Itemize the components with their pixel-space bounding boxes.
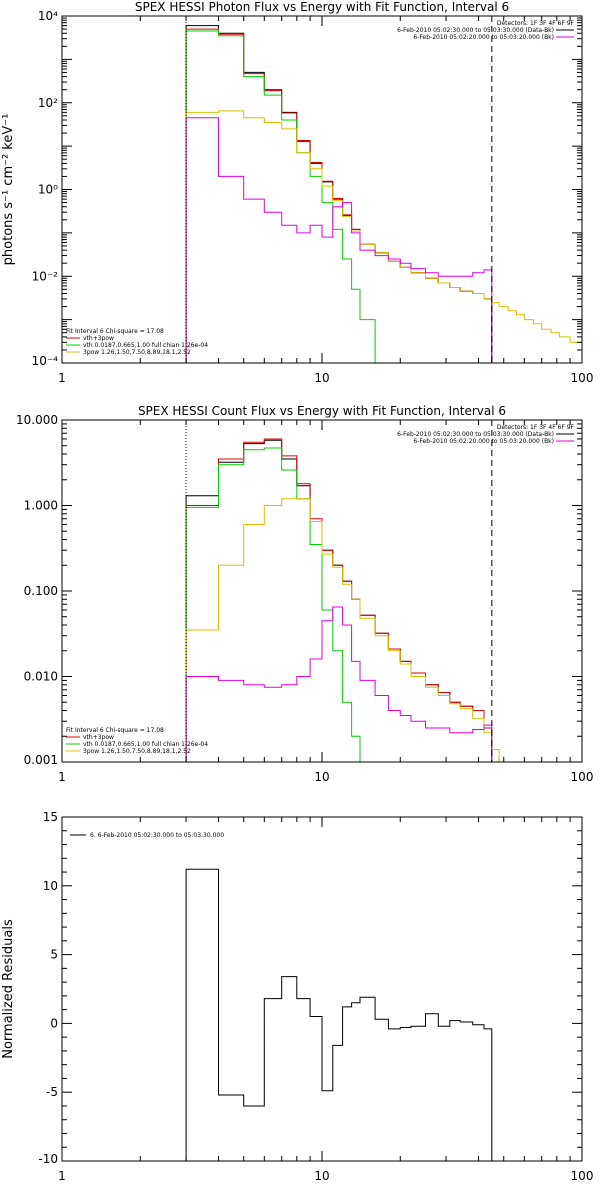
panel1-xtick-label: 100 [571,371,594,385]
panel1-series-3 [185,110,582,363]
panel3-ylabel: Normalized Residuals [1,919,16,1059]
panel1-ytick-label: 10⁰ [38,183,58,197]
panel3-ytick-label: 10 [43,879,58,893]
panel2-legend-top-1: 6-Feb-2010 05:02:30.000 to 05:03:30.000 … [397,431,554,438]
panel1-legend-bottom-3: 3pow 1.26,1.50,7.50,8.89,18.1,2.52 [83,349,191,356]
panel2-series-0 [185,439,493,762]
panel1-ytick-label: 10² [38,96,58,110]
panel2-ytick-label: 0.010 [24,670,58,684]
panel2-legend-bottom-2: vth 0.0187,0.665,1.00 full chian 1.26e-0… [83,741,208,748]
panel2-series-3 [185,498,509,762]
panel3-ytick-label: 5 [50,948,58,962]
panel1-series-group [185,25,582,363]
panel3-legend-top-0: 6. 6-Feb-2010 05:02:30.000 to 05:03:30.0… [90,832,224,839]
panel2-series-4 [185,606,493,762]
panel2-xtick-label: 1 [58,770,66,784]
panel1-legend-top-2: 6-Feb-2010 05:02:20.000 to 05:03:20.000 … [413,34,554,41]
panel2-ytick-label: 1.000 [24,499,58,513]
panel1-series-2 [185,30,376,363]
panel2-legend-bottom-3: 3pow 1.26,1.50,7.50,8.89,18.1,2.52 [83,748,191,755]
panel3-series-0 [185,868,493,1161]
panel1-title: SPEX HESSI Photon Flux vs Energy with Fi… [135,0,509,14]
panel1-ytick-label: 10⁴ [38,9,58,23]
panel3-frame [61,816,583,1162]
panel1-ytick-label: 10⁻² [32,269,59,283]
panel2-ytick-label: 10.000 [16,413,58,427]
panel3-xtick-label: 10 [314,1169,329,1183]
panel1-ylabel: photons s⁻¹ cm⁻² keV⁻¹ [1,114,16,266]
panel2-legend-top-2: 6-Feb-2010 05:02:20.000 to 05:03:20.000 … [413,438,554,445]
panel3-ytick-label: -10 [38,1152,58,1166]
panel1-series-4 [185,117,493,363]
panel3-xtick-label: 1 [58,1169,66,1183]
panel1-xtick-label: 1 [58,371,66,385]
panel3-ytick-label: 0 [50,1016,58,1030]
panel1-legend-top-0: Detectors: 1F 3F 4F 6F 9F [497,20,575,27]
panel2-legend-top-0: Detectors: 1F 3F 4F 6F 9F [497,424,575,431]
panel1-xtick-label: 10 [314,371,329,385]
panel1-series-1 [185,28,493,363]
panel2-series-group [185,438,509,762]
panel3-ytick-label: -5 [46,1085,58,1099]
panel2-legend-bottom-1: vth+3pow [83,734,114,741]
panel2-series-1 [185,438,493,762]
panel3-xtick-label: 100 [571,1169,594,1183]
panel2-xtick-label: 10 [314,770,329,784]
panel2-ytick-label: 0.100 [24,584,58,598]
panel2-ytick-label: 0.001 [24,753,58,767]
panel1-legend-bottom-1: vth+3pow [83,335,114,342]
panel1-legend-top-1: 6-Feb-2010 05:02:30.000 to 05:03:30.000 … [397,27,554,34]
panel3-ytick-label: 15 [43,810,58,824]
panel1-legend-bottom-0: Fit Interval 6 Chi-square = 17.08 [66,328,164,335]
panel2-legend-bottom-0: Fit Interval 6 Chi-square = 17.08 [66,727,164,734]
panel2-title: SPEX HESSI Count Flux vs Energy with Fit… [138,404,506,418]
panel1-legend-bottom-2: vth 0.0187,0.665,1.00 full chian 1.26e-0… [83,342,208,349]
panel1-ytick-label: 10⁻⁴ [32,354,59,368]
panel1-series-0 [185,25,493,363]
panel3-series-group [185,868,493,1161]
panel2-xtick-label: 100 [571,770,594,784]
